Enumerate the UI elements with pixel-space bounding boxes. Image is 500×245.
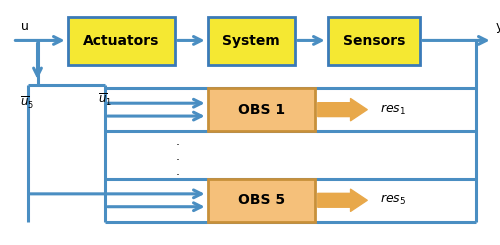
Text: System: System [222,34,280,48]
Bar [328,17,420,65]
Bar [208,17,295,65]
Text: u: u [21,20,29,34]
Text: $\mathit{res}_5$: $\mathit{res}_5$ [380,193,406,207]
Text: $\overline{u}_1$: $\overline{u}_1$ [98,92,112,109]
Text: OBS 1: OBS 1 [238,103,285,117]
Text: $\mathit{res}_1$: $\mathit{res}_1$ [380,103,406,117]
Bar [68,17,175,65]
Bar [208,179,315,222]
Text: OBS 5: OBS 5 [238,193,285,207]
Text: y: y [496,20,500,34]
Text: $\overline{u}_5$: $\overline{u}_5$ [20,95,34,111]
Text: ·
·
·: · · · [176,139,180,182]
Text: Sensors: Sensors [342,34,405,48]
Text: Actuators: Actuators [83,34,160,48]
Bar [208,88,315,131]
